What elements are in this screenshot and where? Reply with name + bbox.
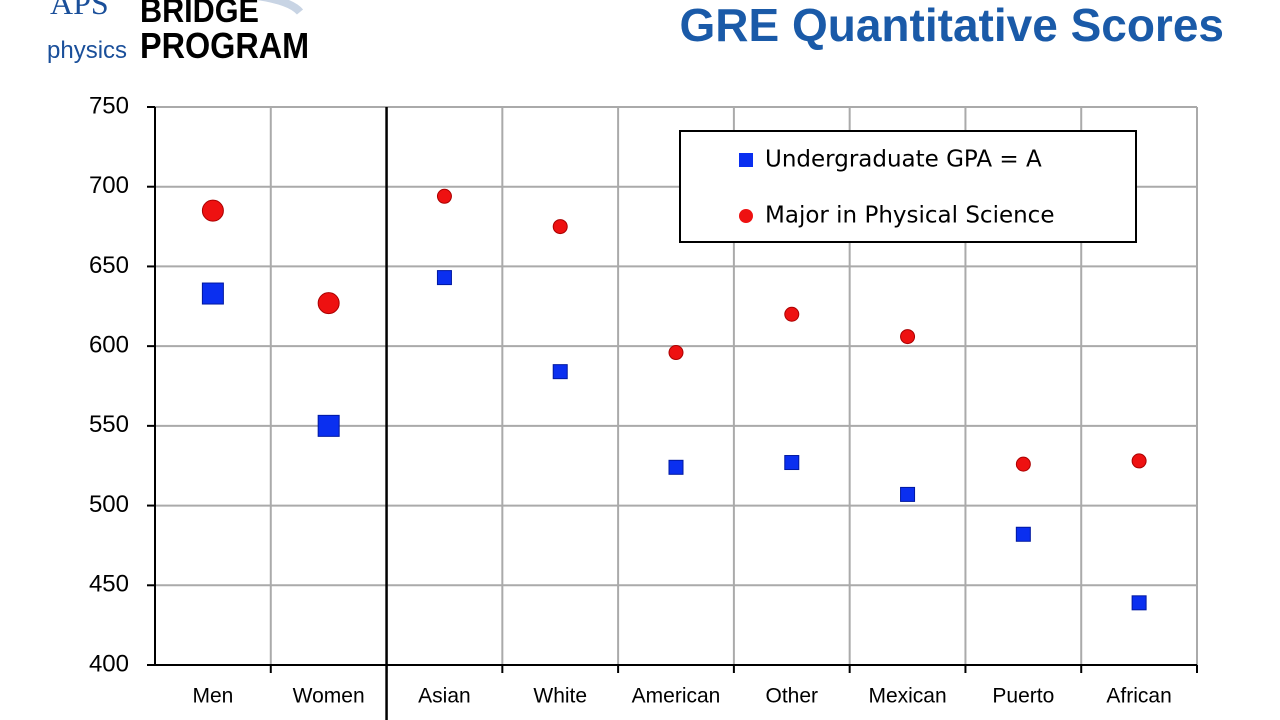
- point: [436, 270, 452, 286]
- x-tick-label: Other: [766, 685, 819, 708]
- point: [552, 364, 568, 380]
- legend-box: [679, 130, 1137, 243]
- legend-label: Major in Physical Science: [765, 203, 1054, 229]
- point: [201, 199, 224, 222]
- point: [1015, 526, 1031, 542]
- y-tick-label: 400: [89, 650, 129, 677]
- y-tick-label: 750: [89, 92, 129, 119]
- x-tick-label: Mexican: [868, 685, 946, 708]
- logo-physics: physics: [47, 37, 127, 64]
- point: [1015, 456, 1031, 472]
- point: [201, 282, 224, 305]
- logo-bridge: BRIDGE: [140, 0, 259, 29]
- logo-program: PROGRAM: [140, 26, 309, 66]
- point: [552, 219, 568, 235]
- y-tick-label: 450: [89, 571, 129, 598]
- legend-label: Undergraduate GPA = A: [765, 147, 1042, 173]
- x-tick-label: Puerto: [992, 685, 1054, 708]
- y-tick-label: 550: [89, 411, 129, 438]
- point: [1131, 453, 1147, 469]
- x-tick-label: Men: [192, 685, 233, 708]
- y-tick-label: 500: [89, 491, 129, 518]
- x-tick-label: Women: [293, 685, 365, 708]
- chart-title: GRE Quantitative Scores: [680, 0, 1225, 51]
- point: [1131, 595, 1147, 611]
- x-tick-label: Asian: [418, 685, 471, 708]
- x-tick-label: American: [632, 685, 721, 708]
- plot: 400 450 500 550 600 650 700 750 Men Women Asian Whi…: [89, 92, 1198, 720]
- point: [668, 345, 684, 361]
- point: [784, 306, 800, 322]
- legend-marker: [739, 153, 753, 167]
- legend-marker: [739, 209, 753, 223]
- x-tick-label: White: [533, 685, 587, 708]
- logo-aps: APS: [50, 0, 109, 21]
- point: [784, 455, 800, 471]
- x-tick-label: African: [1106, 685, 1171, 708]
- y-tick-label: 650: [89, 252, 129, 279]
- y-tick-label: 700: [89, 172, 129, 199]
- point: [317, 414, 340, 437]
- point: [436, 188, 452, 204]
- point: [900, 329, 916, 345]
- y-tick-label: 600: [89, 331, 129, 358]
- point: [317, 292, 340, 315]
- point: [668, 459, 684, 475]
- logo-swoosh: [256, 0, 304, 15]
- point: [900, 486, 916, 502]
